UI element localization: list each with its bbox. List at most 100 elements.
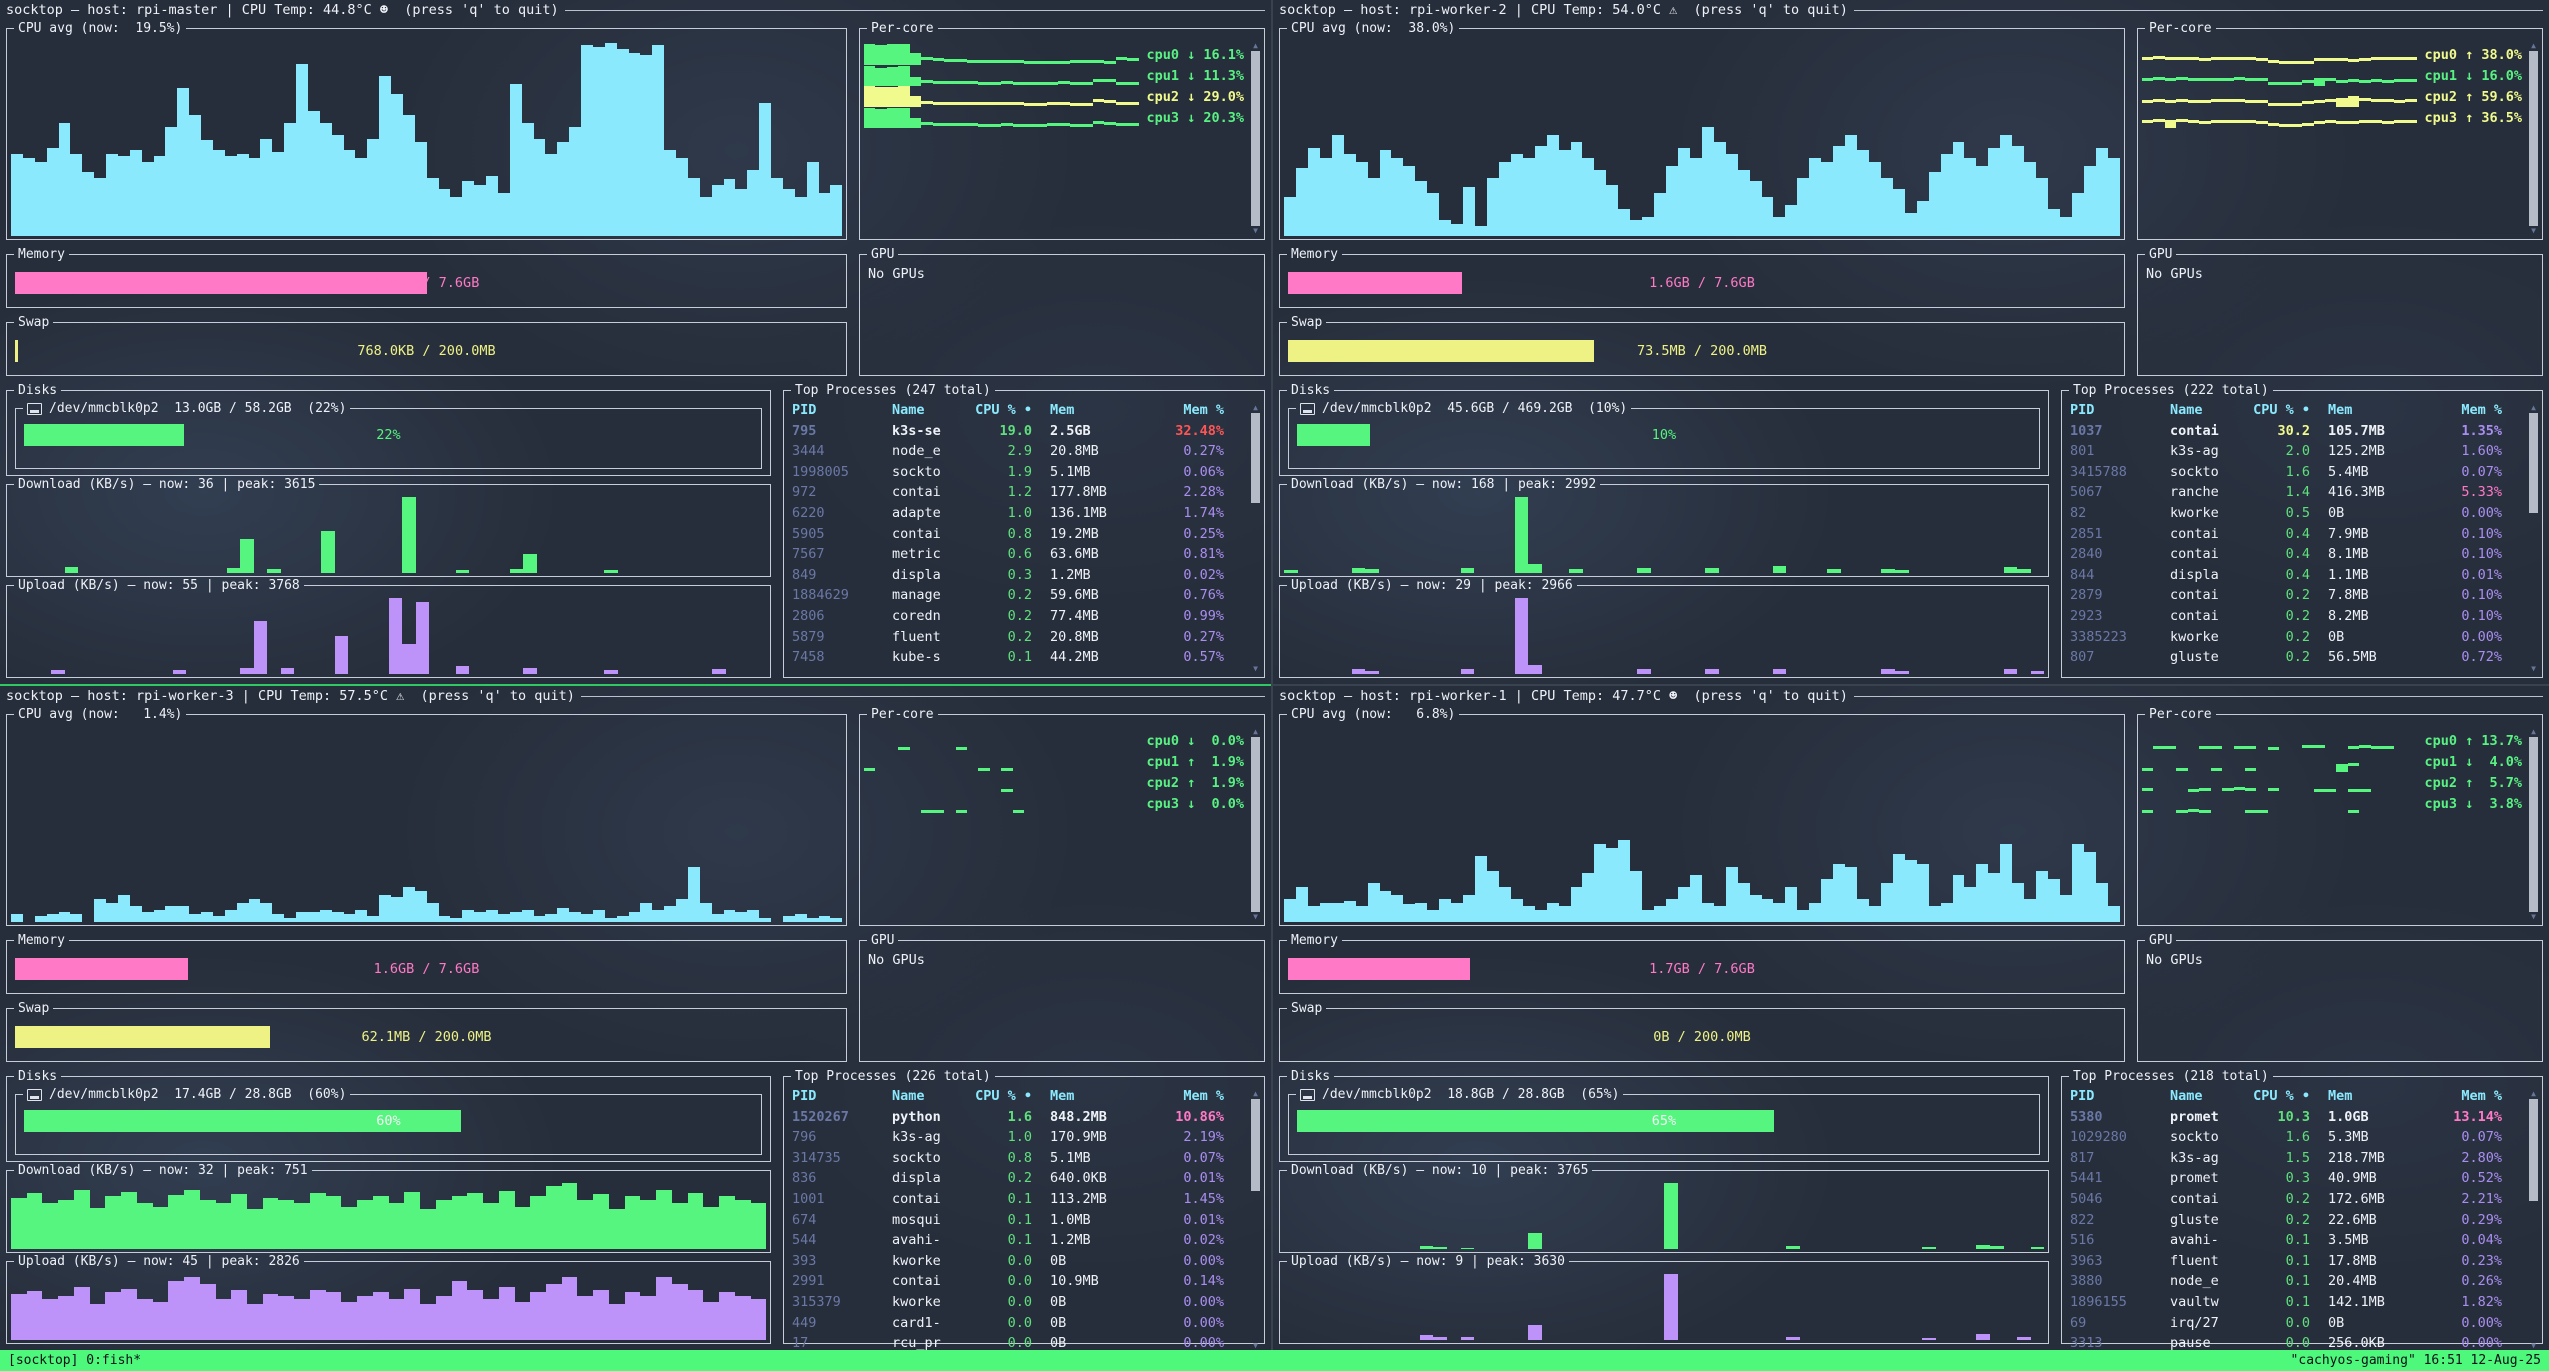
process-scrollbar[interactable]: ▲ ▼ xyxy=(1250,1090,1261,1350)
process-cell: 5441 xyxy=(2070,1170,2103,1187)
scroll-down-icon[interactable]: ▼ xyxy=(1253,1340,1258,1350)
core-row: cpu3 ↓ 20.3% xyxy=(864,107,1244,128)
scroll-up-icon[interactable]: ▲ xyxy=(1253,403,1258,412)
disks-row: Disks /dev/mmcblk0p2 13.0GB / 58.2GB (22… xyxy=(6,383,1265,678)
disk-device-title: /dev/mmcblk0p2 18.8GB / 28.8GB (65%) xyxy=(1322,1087,1620,1102)
core-sparkline xyxy=(2142,730,2416,751)
panel-header: Per-core xyxy=(860,21,1264,38)
per-core-panel: Per-core cpu0 ↓ 0.0% cpu1 ↑ 1.9% cpu2 ↑ 1.… xyxy=(859,707,1265,926)
process-cell: contai xyxy=(2170,607,2219,624)
core-row: cpu1 ↑ 1.9% xyxy=(864,751,1244,772)
process-cell: 82 xyxy=(2070,504,2087,521)
memory-usage-text: 1.6GB / 7.6GB xyxy=(1649,275,1755,291)
memory-usage-bar: 1.7GB / 7.6GB xyxy=(1288,958,2116,980)
process-cell: 69 xyxy=(2070,1314,2087,1331)
scroll-up-icon[interactable]: ▲ xyxy=(1253,727,1258,736)
process-cell: kworke xyxy=(892,1293,941,1310)
pane-divider-vertical[interactable] xyxy=(1271,0,1273,684)
process-cell: promet xyxy=(2170,1170,2219,1187)
scroll-down-icon[interactable]: ▼ xyxy=(1253,226,1258,235)
process-cell: 2.19% xyxy=(1183,1129,1224,1146)
process-cell: 0.1 xyxy=(1007,1190,1032,1207)
upload-label: Upload (KB/s) — now: 45 | peak: 2826 xyxy=(18,1254,300,1269)
disk-device-title: /dev/mmcblk0p2 45.6GB / 469.2GB (10%) xyxy=(1322,401,1628,416)
scrollbar-track[interactable] xyxy=(2529,1099,2538,1341)
scroll-down-icon[interactable]: ▼ xyxy=(1253,912,1258,921)
per-core-label: Per-core xyxy=(871,707,934,722)
scrollbar-thumb[interactable] xyxy=(2529,737,2538,912)
process-cell: 0B xyxy=(1050,1335,1067,1350)
scrollbar-track[interactable] xyxy=(1251,51,1260,226)
process-cell: 5.33% xyxy=(2461,484,2502,501)
disk-usage-text: 10% xyxy=(1651,427,1677,443)
scrollbar-thumb[interactable] xyxy=(2529,51,2538,226)
process-cell: 56.5MB xyxy=(2328,649,2377,666)
per-core-scrollbar[interactable]: ▲ ▼ xyxy=(1250,728,1261,921)
process-scrollbar[interactable]: ▲ ▼ xyxy=(2528,1090,2539,1350)
download-label: Download (KB/s) — now: 32 | peak: 751 xyxy=(18,1163,308,1178)
process-cell: 10.86% xyxy=(1175,1108,1224,1125)
process-cell: adapte xyxy=(892,504,941,521)
core-usage-label: cpu0 ↓ 16.1% xyxy=(1146,47,1244,63)
scrollbar-track[interactable] xyxy=(1251,1099,1260,1341)
scrollbar-thumb[interactable] xyxy=(1251,51,1260,226)
pane-divider-horizontal[interactable] xyxy=(0,684,2549,686)
scrollbar-thumb[interactable] xyxy=(1251,413,1260,504)
core-usage-label: cpu0 ↑ 38.0% xyxy=(2424,47,2522,63)
scrollbar-thumb[interactable] xyxy=(1251,737,1260,912)
swap-panel: Swap 73.5MB / 200.0MB xyxy=(1279,315,2125,376)
core-sparkline xyxy=(2142,44,2417,65)
pane-divider-vertical[interactable] xyxy=(1271,686,1273,1350)
scroll-up-icon[interactable]: ▲ xyxy=(1253,41,1258,50)
process-scrollbar[interactable]: ▲ ▼ xyxy=(2528,404,2539,673)
process-scrollbar[interactable]: ▲ ▼ xyxy=(1250,404,1261,673)
swap-usage-text: 0B / 200.0MB xyxy=(1653,1029,1751,1045)
process-cell: 0.2 xyxy=(2285,628,2310,645)
per-core-scrollbar[interactable]: ▲ ▼ xyxy=(1250,42,1261,235)
process-cell: fluent xyxy=(892,628,941,645)
scrollbar-thumb[interactable] xyxy=(1251,1099,1260,1191)
swap-usage-text: 73.5MB / 200.0MB xyxy=(1636,343,1768,359)
disk-bar-fill xyxy=(24,1110,462,1132)
process-cell: 0.0 xyxy=(1007,1314,1032,1331)
scroll-down-icon[interactable]: ▼ xyxy=(2531,1340,2536,1350)
scrollbar-thumb[interactable] xyxy=(2529,413,2538,514)
process-cell: 0.0 xyxy=(1007,1252,1032,1269)
scroll-up-icon[interactable]: ▲ xyxy=(2531,727,2536,736)
process-cell: 0.27% xyxy=(1183,628,1224,645)
scroll-down-icon[interactable]: ▼ xyxy=(2531,664,2536,673)
scrollbar-track[interactable] xyxy=(2529,413,2538,664)
process-cell: 1.82% xyxy=(2461,1293,2502,1310)
cpu-avg-label: CPU avg (now: 19.5%) xyxy=(18,21,183,36)
process-cell: 795 xyxy=(792,422,817,439)
scroll-down-icon[interactable]: ▼ xyxy=(2531,912,2536,921)
process-cell: 0.01% xyxy=(1183,1211,1224,1228)
per-core-scrollbar[interactable]: ▲ ▼ xyxy=(2528,728,2539,921)
disk-usage-text: 65% xyxy=(1651,1113,1677,1129)
process-cell: 1.74% xyxy=(1183,504,1224,521)
scroll-down-icon[interactable]: ▼ xyxy=(1253,664,1258,673)
scrollbar-track[interactable] xyxy=(1251,737,1260,912)
memory-bar-fill xyxy=(15,958,188,980)
scroll-down-icon[interactable]: ▼ xyxy=(2531,226,2536,235)
process-cell: irq/27 xyxy=(2170,1314,2219,1331)
scrollbar-track[interactable] xyxy=(2529,51,2538,226)
gpu-panel: GPU No GPUs xyxy=(859,247,1265,376)
scrollbar-track[interactable] xyxy=(2529,737,2538,912)
scroll-up-icon[interactable]: ▲ xyxy=(1253,1089,1258,1098)
scroll-up-icon[interactable]: ▲ xyxy=(2531,41,2536,50)
process-cell: 2923 xyxy=(2070,607,2103,624)
scrollbar-thumb[interactable] xyxy=(2529,1099,2538,1201)
tmux-session-window[interactable]: [socktop] 0:fish* xyxy=(8,1353,142,1368)
scroll-up-icon[interactable]: ▲ xyxy=(2531,1089,2536,1098)
process-cell: 1998005 xyxy=(792,463,849,480)
process-cell: 105.7MB xyxy=(2328,422,2385,439)
process-cell: 0B xyxy=(1050,1252,1067,1269)
process-cell: 0B xyxy=(2328,628,2345,645)
process-cell: 0.02% xyxy=(1183,1232,1224,1249)
processes-title: Top Processes (247 total) xyxy=(795,383,991,398)
scroll-up-icon[interactable]: ▲ xyxy=(2531,403,2536,412)
disk-icon xyxy=(27,1088,42,1101)
per-core-scrollbar[interactable]: ▲ ▼ xyxy=(2528,42,2539,235)
scrollbar-track[interactable] xyxy=(1251,413,1260,664)
